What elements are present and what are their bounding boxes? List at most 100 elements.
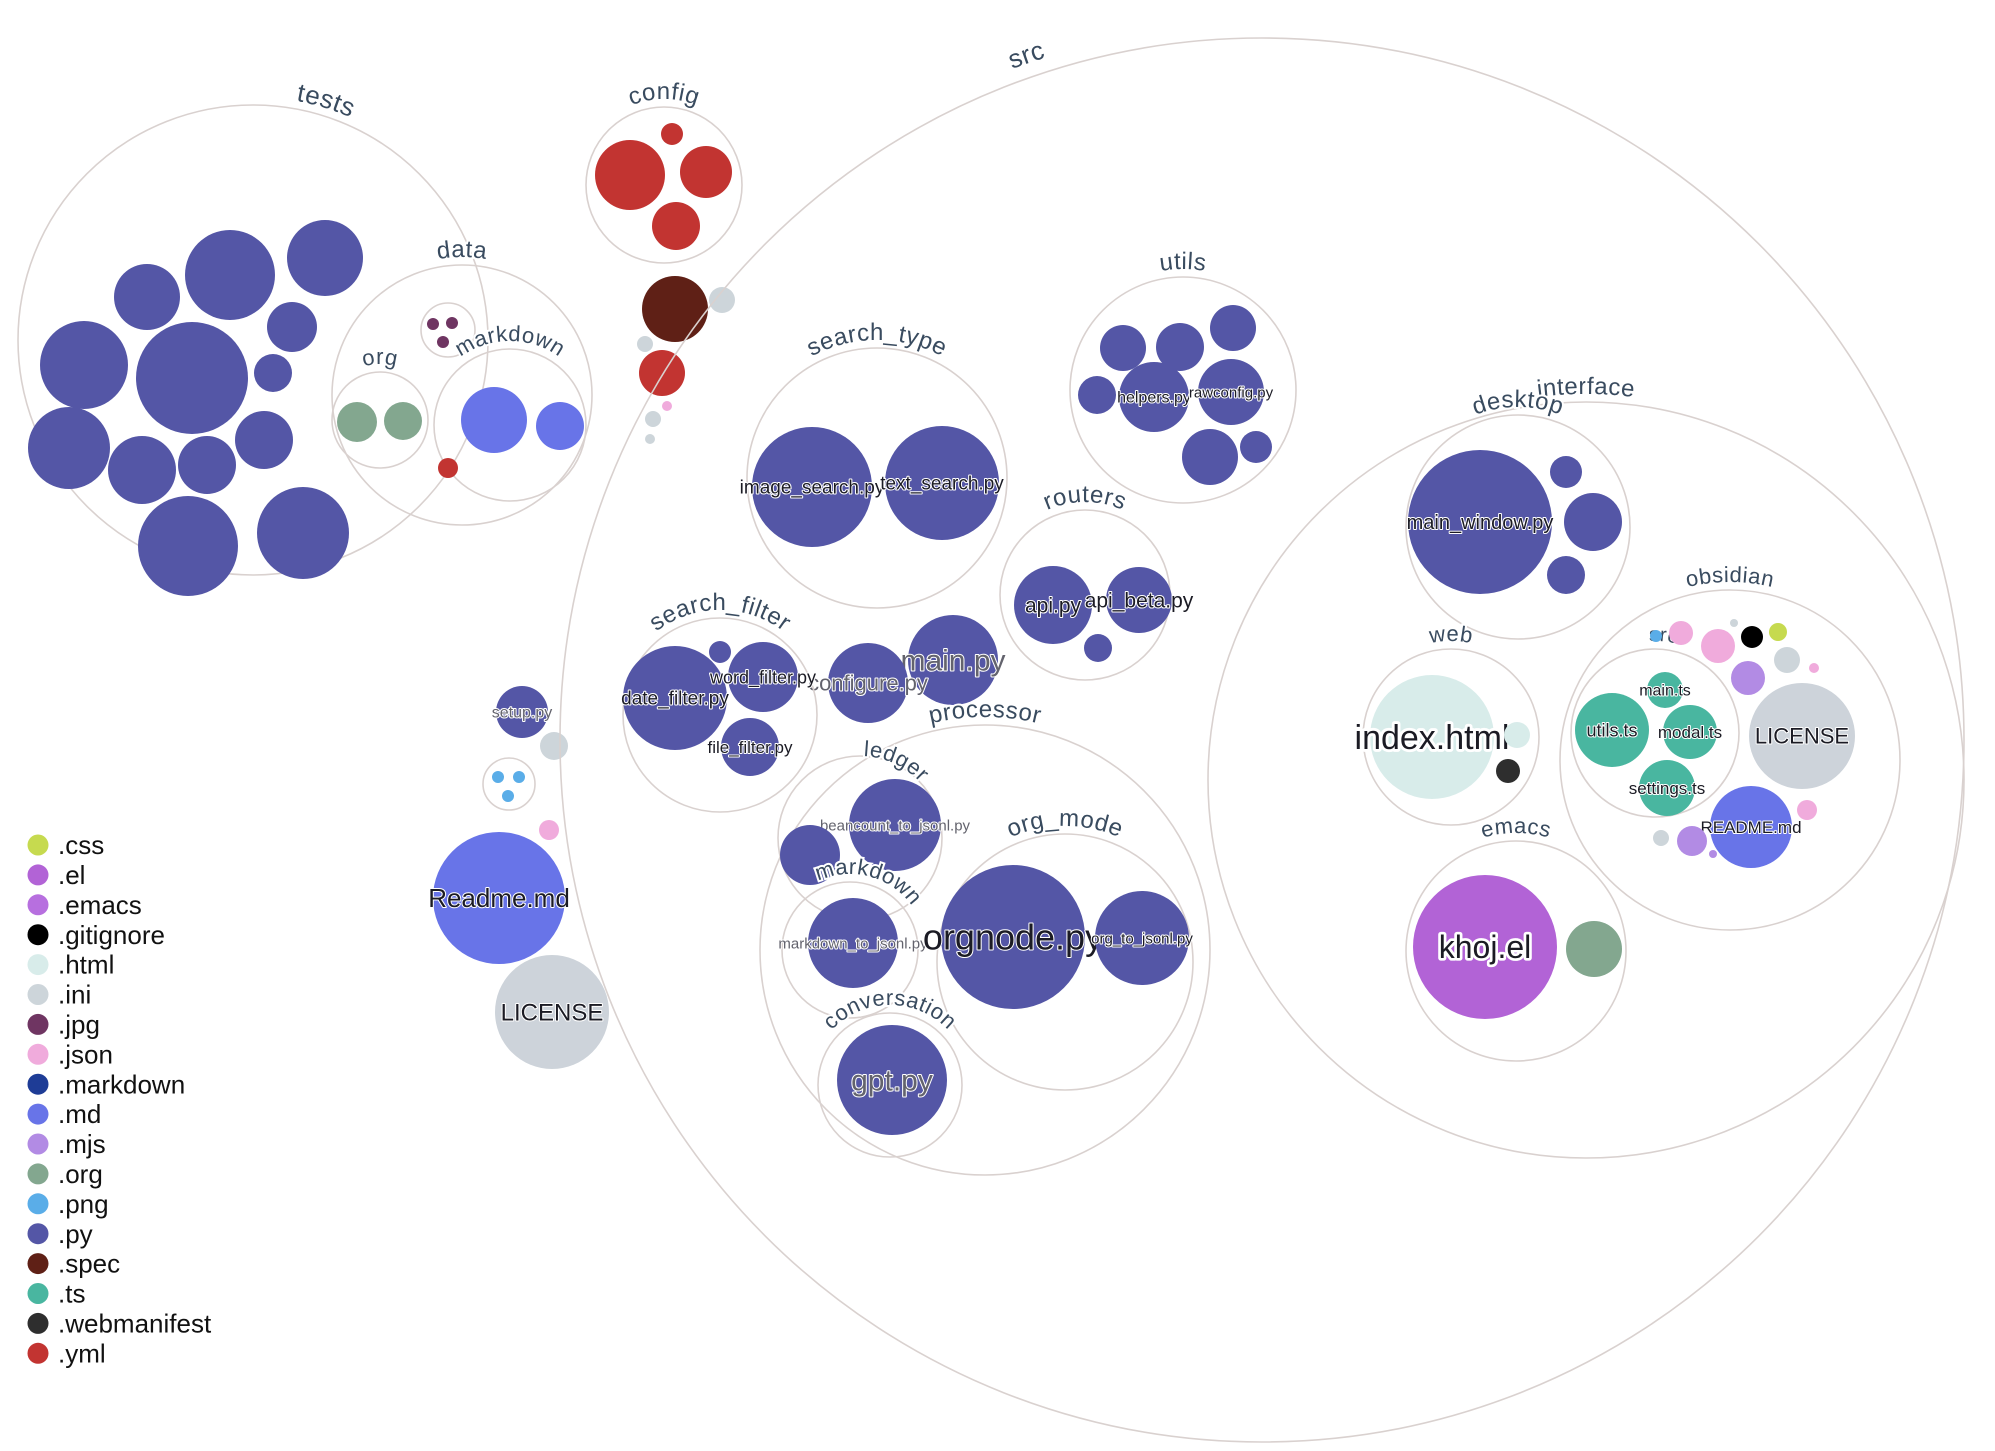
file-rawconfig.py[interactable] <box>1198 359 1264 425</box>
file-ini[interactable] <box>645 434 655 444</box>
file-file_filter.py[interactable] <box>721 718 779 776</box>
file-index.html[interactable] <box>1370 675 1494 799</box>
file-README.md[interactable] <box>1710 786 1792 868</box>
folder[interactable] <box>420 302 476 358</box>
file-word_filter.py[interactable] <box>728 642 798 712</box>
file-json[interactable] <box>1669 621 1693 645</box>
file-ini[interactable] <box>1730 619 1738 627</box>
file-py[interactable] <box>1084 634 1112 662</box>
folder[interactable] <box>482 757 536 811</box>
file-py[interactable] <box>40 321 128 409</box>
folder-conversation[interactable] <box>817 1012 963 1158</box>
file-png[interactable] <box>492 771 504 783</box>
folder-processor[interactable] <box>759 724 1211 1176</box>
file-py[interactable] <box>257 487 349 579</box>
file-py[interactable] <box>709 641 731 663</box>
file-yml[interactable] <box>595 140 665 210</box>
file-yml[interactable] <box>639 350 685 396</box>
file-api_beta.py[interactable] <box>1106 567 1172 633</box>
file-yml[interactable] <box>438 458 458 478</box>
file-jpg[interactable] <box>437 336 449 348</box>
file-main.py[interactable] <box>908 615 998 705</box>
file-ini[interactable] <box>1653 830 1669 846</box>
file-main.ts[interactable] <box>1647 672 1683 708</box>
file-helpers.py[interactable] <box>1119 362 1189 432</box>
file-yml[interactable] <box>680 146 732 198</box>
file-py[interactable] <box>178 436 236 494</box>
file-ini[interactable] <box>1774 647 1800 673</box>
folder-markdown[interactable] <box>433 348 587 502</box>
folder-tests[interactable] <box>17 104 489 576</box>
file-yml[interactable] <box>661 123 683 145</box>
file-md[interactable] <box>461 387 527 453</box>
file-configure.py[interactable] <box>828 643 908 723</box>
file-py[interactable] <box>254 354 292 392</box>
file-py[interactable] <box>185 230 275 320</box>
folder-config[interactable] <box>585 106 743 264</box>
file-py[interactable] <box>267 302 317 352</box>
file-py[interactable] <box>1550 456 1582 488</box>
file-spec[interactable] <box>642 276 708 342</box>
file-mjs[interactable] <box>1731 661 1765 695</box>
file-py[interactable] <box>1182 429 1238 485</box>
file-ini[interactable] <box>637 336 653 352</box>
folder-org_mode[interactable] <box>936 833 1194 1091</box>
file-py[interactable] <box>1100 325 1146 371</box>
file-jpg[interactable] <box>446 317 458 329</box>
file-py[interactable] <box>1547 556 1585 594</box>
folder-src[interactable] <box>1570 648 1740 818</box>
file-LICENSE[interactable] <box>495 955 609 1069</box>
folder-src[interactable] <box>559 37 1965 1443</box>
file-py[interactable] <box>1210 305 1256 351</box>
file-json[interactable] <box>1797 800 1817 820</box>
file-orgnode.py[interactable] <box>941 865 1085 1009</box>
file-py[interactable] <box>780 825 840 885</box>
file-png[interactable] <box>513 771 525 783</box>
file-khoj.el[interactable] <box>1413 875 1557 1019</box>
file-main_window.py[interactable] <box>1408 450 1552 594</box>
folder-data[interactable] <box>331 264 593 526</box>
file-json[interactable] <box>539 820 559 840</box>
folder-search_type[interactable] <box>746 347 1008 609</box>
file-py[interactable] <box>287 220 363 296</box>
file-py[interactable] <box>1240 431 1272 463</box>
file-py[interactable] <box>114 264 180 330</box>
file-setup.py[interactable] <box>496 686 548 738</box>
file-beancount_to_jsonl.py[interactable] <box>849 779 941 871</box>
file-py[interactable] <box>1156 323 1204 371</box>
folder-search_filter[interactable] <box>622 617 818 813</box>
folder-desktop[interactable] <box>1405 414 1631 640</box>
folder-utils[interactable] <box>1069 276 1297 504</box>
file-modal.ts[interactable] <box>1663 705 1717 759</box>
file-markdown_to_jsonl.py[interactable] <box>808 898 898 988</box>
file-json[interactable] <box>1701 629 1735 663</box>
file-ini[interactable] <box>540 732 568 760</box>
file-webmanifest[interactable] <box>1496 759 1520 783</box>
file-org[interactable] <box>337 402 377 442</box>
file-utils.ts[interactable] <box>1575 693 1649 767</box>
file-png[interactable] <box>502 790 514 802</box>
file-json[interactable] <box>1809 663 1819 673</box>
file-date_filter.py[interactable] <box>623 646 727 750</box>
file-css[interactable] <box>1769 623 1787 641</box>
file-yml[interactable] <box>652 202 700 250</box>
folder-markdown[interactable] <box>781 881 919 1019</box>
file-api.py[interactable] <box>1014 566 1092 644</box>
file-py[interactable] <box>136 322 248 434</box>
folder-org[interactable] <box>331 371 429 469</box>
file-mjs[interactable] <box>1677 826 1707 856</box>
file-Readme.md[interactable] <box>433 832 565 964</box>
file-py[interactable] <box>108 436 176 504</box>
file-settings.ts[interactable] <box>1639 760 1695 816</box>
file-py[interactable] <box>235 411 293 469</box>
folder-interface[interactable] <box>1207 401 1965 1159</box>
file-image_search.py[interactable] <box>752 427 872 547</box>
file-mjs[interactable] <box>1709 850 1717 858</box>
file-org[interactable] <box>384 402 422 440</box>
file-gitignore[interactable] <box>1741 626 1763 648</box>
file-json[interactable] <box>662 401 672 411</box>
file-org[interactable] <box>1566 921 1622 977</box>
file-html[interactable] <box>1504 722 1530 748</box>
file-ini[interactable] <box>645 411 661 427</box>
file-md[interactable] <box>536 402 584 450</box>
